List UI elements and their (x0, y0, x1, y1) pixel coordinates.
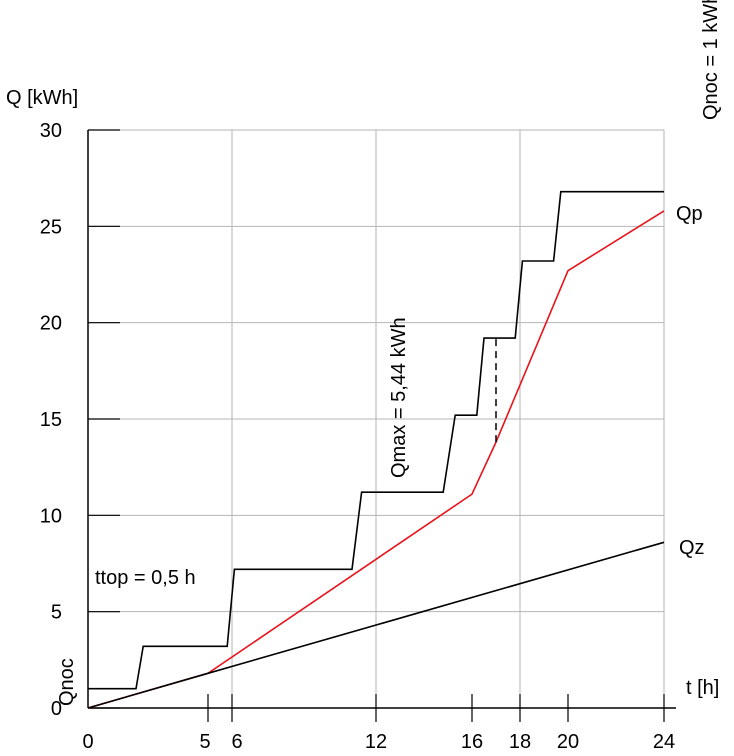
x-tick-label: 12 (365, 731, 387, 753)
qz-series-label: Qz (679, 537, 705, 559)
y-tick-label: 20 (40, 313, 62, 335)
qnoc-label: Qnoc (56, 658, 78, 706)
y-tick-label: 30 (40, 120, 62, 142)
qmax-annotation: Qmax = 5,44 kWh (388, 317, 410, 478)
y-tick-label: 25 (40, 216, 62, 238)
qz-line (87, 541, 665, 709)
y-tick-label: 10 (40, 505, 62, 527)
y-tick-label: 0 (51, 698, 62, 720)
x-tick-label: 0 (82, 731, 93, 753)
x-tick-label: 20 (557, 731, 579, 753)
x-tick-label: 18 (509, 731, 531, 753)
y-tick-label: 5 (51, 602, 62, 624)
qp-series-label: Qp (676, 203, 703, 225)
series (87, 190, 665, 709)
y-tick-label: 15 (40, 409, 62, 431)
x-tick-label: 5 (199, 731, 210, 753)
ttop-annotation: ttop = 0,5 h (95, 567, 196, 589)
grid (88, 129, 665, 708)
x-tick-label: 6 (231, 731, 242, 753)
x-tick-label: 24 (653, 731, 675, 753)
x-tick-label: 16 (461, 731, 483, 753)
qnoc-value-annotation: Qnoc = 1 kWh (700, 0, 722, 120)
x-axis-label: t [h] (686, 677, 719, 699)
q-step-line (88, 190, 664, 690)
y-axis-label: Q [kWh] (6, 87, 78, 109)
